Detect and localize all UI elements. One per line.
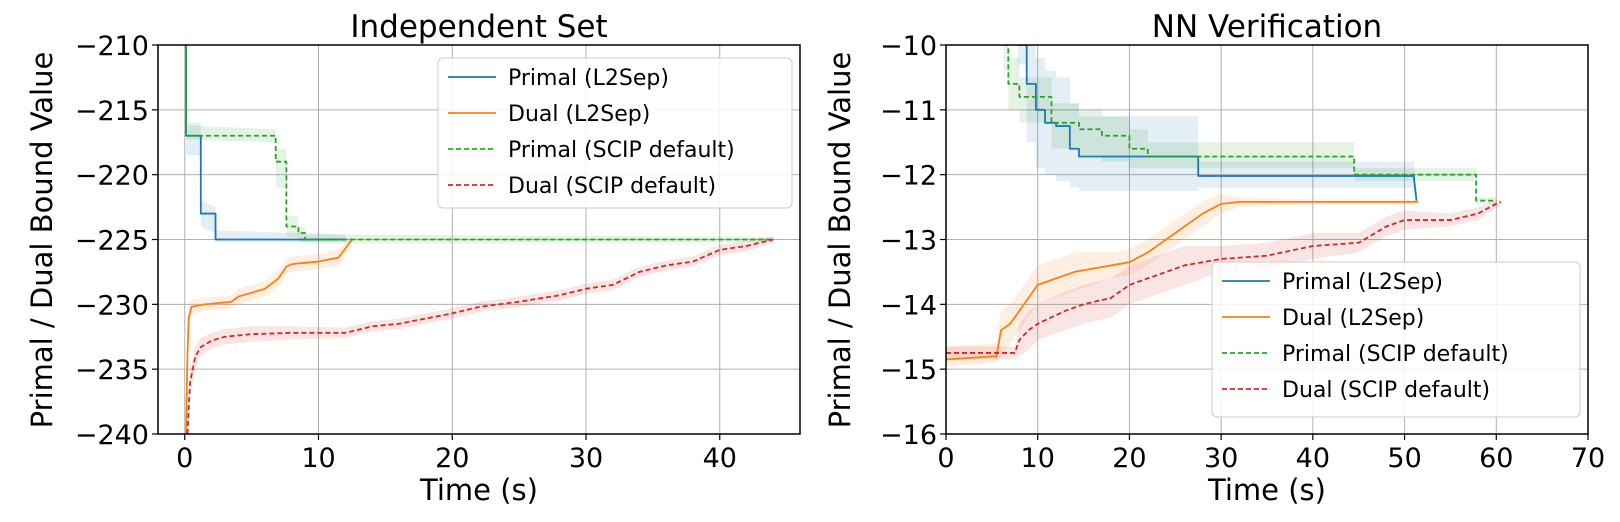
- legend: Primal (L2Sep) Dual (L2Sep) Primal (SCIP d…: [1211, 261, 1581, 418]
- legend-label-primal-scip-default: Primal (SCIP default): [508, 138, 735, 163]
- y-tick-label: −210: [75, 31, 149, 62]
- series-line-primal-scip-default: [184, 45, 774, 241]
- x-tick-label: 40: [1296, 443, 1330, 474]
- x-tick-label: 20: [435, 443, 469, 474]
- series-line-dual-scip-default: [946, 201, 1502, 354]
- series-line-dual-l2sep: [185, 238, 353, 434]
- x-tick-label: 0: [937, 443, 954, 474]
- band-dual-l2sep: [186, 235, 352, 434]
- legend-label-dual-scip-default: Dual (SCIP default): [1282, 378, 1490, 403]
- legend-label-primal-scip-default: Primal (SCIP default): [1282, 342, 1509, 367]
- y-tick-label: −225: [75, 226, 149, 257]
- band-dual-scip-default: [946, 199, 1501, 360]
- legend-box: [437, 57, 793, 209]
- y-axis-label: Primal / Dual Bound Value: [823, 52, 857, 429]
- y-tick-label: −220: [75, 161, 149, 192]
- y-tick-label: −14: [880, 290, 937, 321]
- confidence-bands: [184, 45, 774, 434]
- legend: Primal (L2Sep) Dual (L2Sep) Primal (SCIP d…: [437, 57, 793, 209]
- legend-label-dual-scip-default: Dual (SCIP default): [508, 174, 716, 199]
- band-primal-l2sep: [1017, 45, 1417, 208]
- series-line-primal-scip-default: [1003, 45, 1497, 202]
- y-tick-label: −12: [880, 161, 937, 192]
- x-axis-label: Time (s): [419, 473, 538, 507]
- x-tick-label: 0: [176, 443, 193, 474]
- y-tick-label: −16: [880, 420, 937, 451]
- y-tick-label: −215: [75, 96, 149, 127]
- plot-area: [945, 44, 1589, 435]
- x-tick-label: 70: [1571, 443, 1605, 474]
- plot-area: [157, 44, 801, 435]
- legend-label-dual-l2sep: Dual (L2Sep): [508, 102, 650, 127]
- y-tick-label: −15: [880, 355, 937, 386]
- y-tick-label: −235: [75, 355, 149, 386]
- x-tick-label: 20: [1112, 443, 1146, 474]
- y-tick-label: −240: [75, 420, 149, 451]
- series-line-dual-l2sep: [946, 200, 1419, 361]
- chart-title: NN Verification: [1152, 9, 1382, 45]
- x-tick-label: 60: [1479, 443, 1513, 474]
- legend-label-primal-l2sep: Primal (L2Sep): [508, 66, 669, 91]
- y-axis-label: Primal / Dual Bound Value: [25, 52, 59, 429]
- y-tick-label: −13: [880, 226, 937, 257]
- legend-label-primal-l2sep: Primal (L2Sep): [1282, 270, 1443, 295]
- tick-labels: 0 10 20 30 40 50 60 70 −16 −15 −14 −13 −12 −11 −10: [880, 31, 1605, 474]
- y-tick-label: −230: [75, 290, 149, 321]
- chart-independent-set: 0 10 20 30 40 −240 −235 −230 −225 −220 −215 −210 In…: [25, 9, 801, 507]
- y-tick-label: −10: [880, 31, 937, 62]
- series-line-dual-scip-default: [186, 238, 774, 434]
- series-lines: [184, 45, 774, 434]
- series-lines: [946, 45, 1502, 361]
- x-tick-label: 40: [703, 443, 737, 474]
- series-line-primal-l2sep: [1017, 45, 1418, 201]
- tick-labels: 0 10 20 30 40 −240 −235 −230 −225 −220 −215 −210: [75, 31, 737, 474]
- x-axis-label: Time (s): [1207, 473, 1326, 507]
- chart-nn-verification: 0 10 20 30 40 50 60 70 −16 −15 −14 −13 −12 −11 −10 NN …: [823, 9, 1605, 507]
- band-dual-scip-default: [187, 236, 774, 434]
- band-primal-scip-default: [1003, 45, 1497, 204]
- x-tick-label: 30: [569, 443, 603, 474]
- x-tick-label: 10: [1021, 443, 1055, 474]
- x-tick-label: 30: [1204, 443, 1238, 474]
- legend-box: [1211, 261, 1581, 418]
- legend-label-dual-l2sep: Dual (L2Sep): [1282, 306, 1424, 331]
- x-tick-label: 10: [301, 443, 335, 474]
- x-tick-label: 50: [1387, 443, 1421, 474]
- chart-title: Independent Set: [350, 9, 607, 45]
- band-primal-l2sep: [184, 45, 346, 243]
- y-tick-label: −11: [880, 96, 937, 127]
